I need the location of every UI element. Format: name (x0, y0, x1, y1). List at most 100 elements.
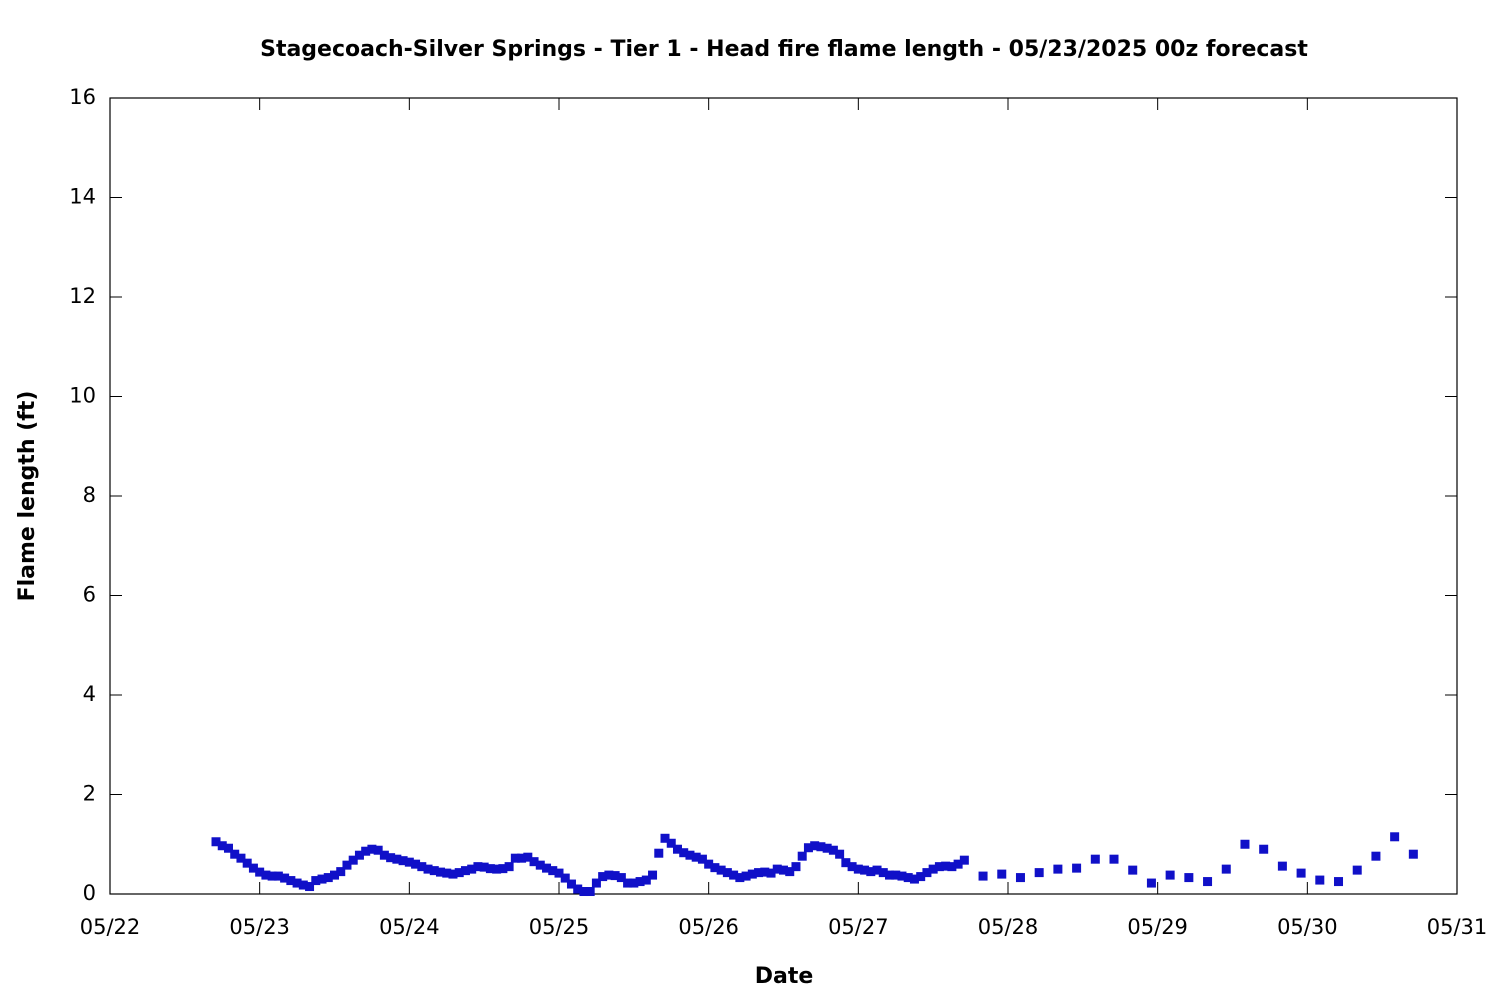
point (510, 853, 520, 863)
point (548, 866, 558, 876)
point (741, 871, 751, 881)
y-tick-label: 10 (69, 384, 96, 408)
point (803, 843, 813, 853)
point (828, 845, 838, 855)
point (716, 865, 726, 875)
point (816, 842, 826, 852)
point (941, 861, 951, 871)
point (629, 878, 639, 888)
point (498, 864, 508, 874)
point (280, 873, 290, 883)
point (317, 874, 327, 884)
y-tick-label: 12 (69, 284, 96, 308)
point (579, 887, 589, 897)
point (997, 869, 1007, 879)
point (810, 841, 820, 851)
point (373, 845, 383, 855)
point (685, 850, 695, 860)
point (292, 878, 302, 888)
point (1334, 877, 1344, 887)
point (467, 864, 477, 874)
point (248, 863, 258, 873)
point (479, 862, 489, 872)
y-tick-label: 0 (83, 881, 96, 905)
point (436, 867, 446, 877)
point (1277, 861, 1287, 871)
point (978, 871, 988, 881)
point (604, 870, 614, 880)
point (953, 859, 963, 869)
point (704, 859, 714, 869)
point (354, 850, 364, 860)
point (1165, 870, 1175, 880)
point (411, 859, 421, 869)
y-tick-label: 2 (83, 782, 96, 806)
point (386, 853, 396, 863)
x-tick-label: 05/30 (1277, 915, 1338, 939)
point (722, 868, 732, 878)
point (485, 864, 495, 874)
point (1090, 854, 1100, 864)
point (423, 864, 433, 874)
y-tick-label: 14 (69, 185, 96, 209)
point (261, 870, 271, 880)
point (959, 855, 969, 865)
point (1109, 854, 1119, 864)
x-tick-label: 05/27 (828, 915, 889, 939)
point (379, 850, 389, 860)
chart-title: Stagecoach-Silver Springs - Tier 1 - Hea… (260, 37, 1308, 62)
point (934, 862, 944, 872)
point (1352, 865, 1362, 875)
point (1053, 864, 1063, 874)
point (909, 874, 919, 884)
point (822, 843, 832, 853)
point (891, 870, 901, 880)
point (236, 853, 246, 863)
point (885, 870, 895, 880)
point (947, 862, 957, 872)
point (928, 864, 938, 874)
point (398, 856, 408, 866)
point (1408, 849, 1418, 859)
point (897, 871, 907, 881)
point (1315, 875, 1325, 885)
point (866, 867, 876, 877)
point (747, 869, 757, 879)
point (735, 873, 745, 883)
point (273, 871, 283, 881)
y-tick-label: 16 (69, 85, 96, 109)
point (286, 876, 296, 886)
point (878, 868, 888, 878)
point (1390, 832, 1400, 842)
x-tick-label: 05/28 (978, 915, 1039, 939)
point (835, 849, 845, 859)
point (1072, 863, 1082, 873)
point (766, 868, 776, 878)
point (666, 838, 676, 848)
point (542, 863, 552, 873)
point (311, 876, 321, 886)
point (392, 854, 402, 864)
point (267, 871, 277, 881)
point (610, 871, 620, 881)
point (1259, 844, 1269, 854)
point (211, 837, 221, 847)
point (361, 846, 371, 856)
point (635, 877, 645, 887)
point (1371, 851, 1381, 861)
point (679, 848, 689, 858)
x-tick-label: 05/31 (1427, 915, 1488, 939)
point (454, 868, 464, 878)
x-tick-label: 05/23 (229, 915, 290, 939)
point (853, 864, 863, 874)
point (1203, 877, 1213, 887)
point (872, 865, 882, 875)
point (448, 869, 458, 879)
point (323, 873, 333, 883)
x-tick-label: 05/24 (379, 915, 440, 939)
point (217, 841, 227, 851)
point (242, 858, 252, 868)
point (691, 852, 701, 862)
